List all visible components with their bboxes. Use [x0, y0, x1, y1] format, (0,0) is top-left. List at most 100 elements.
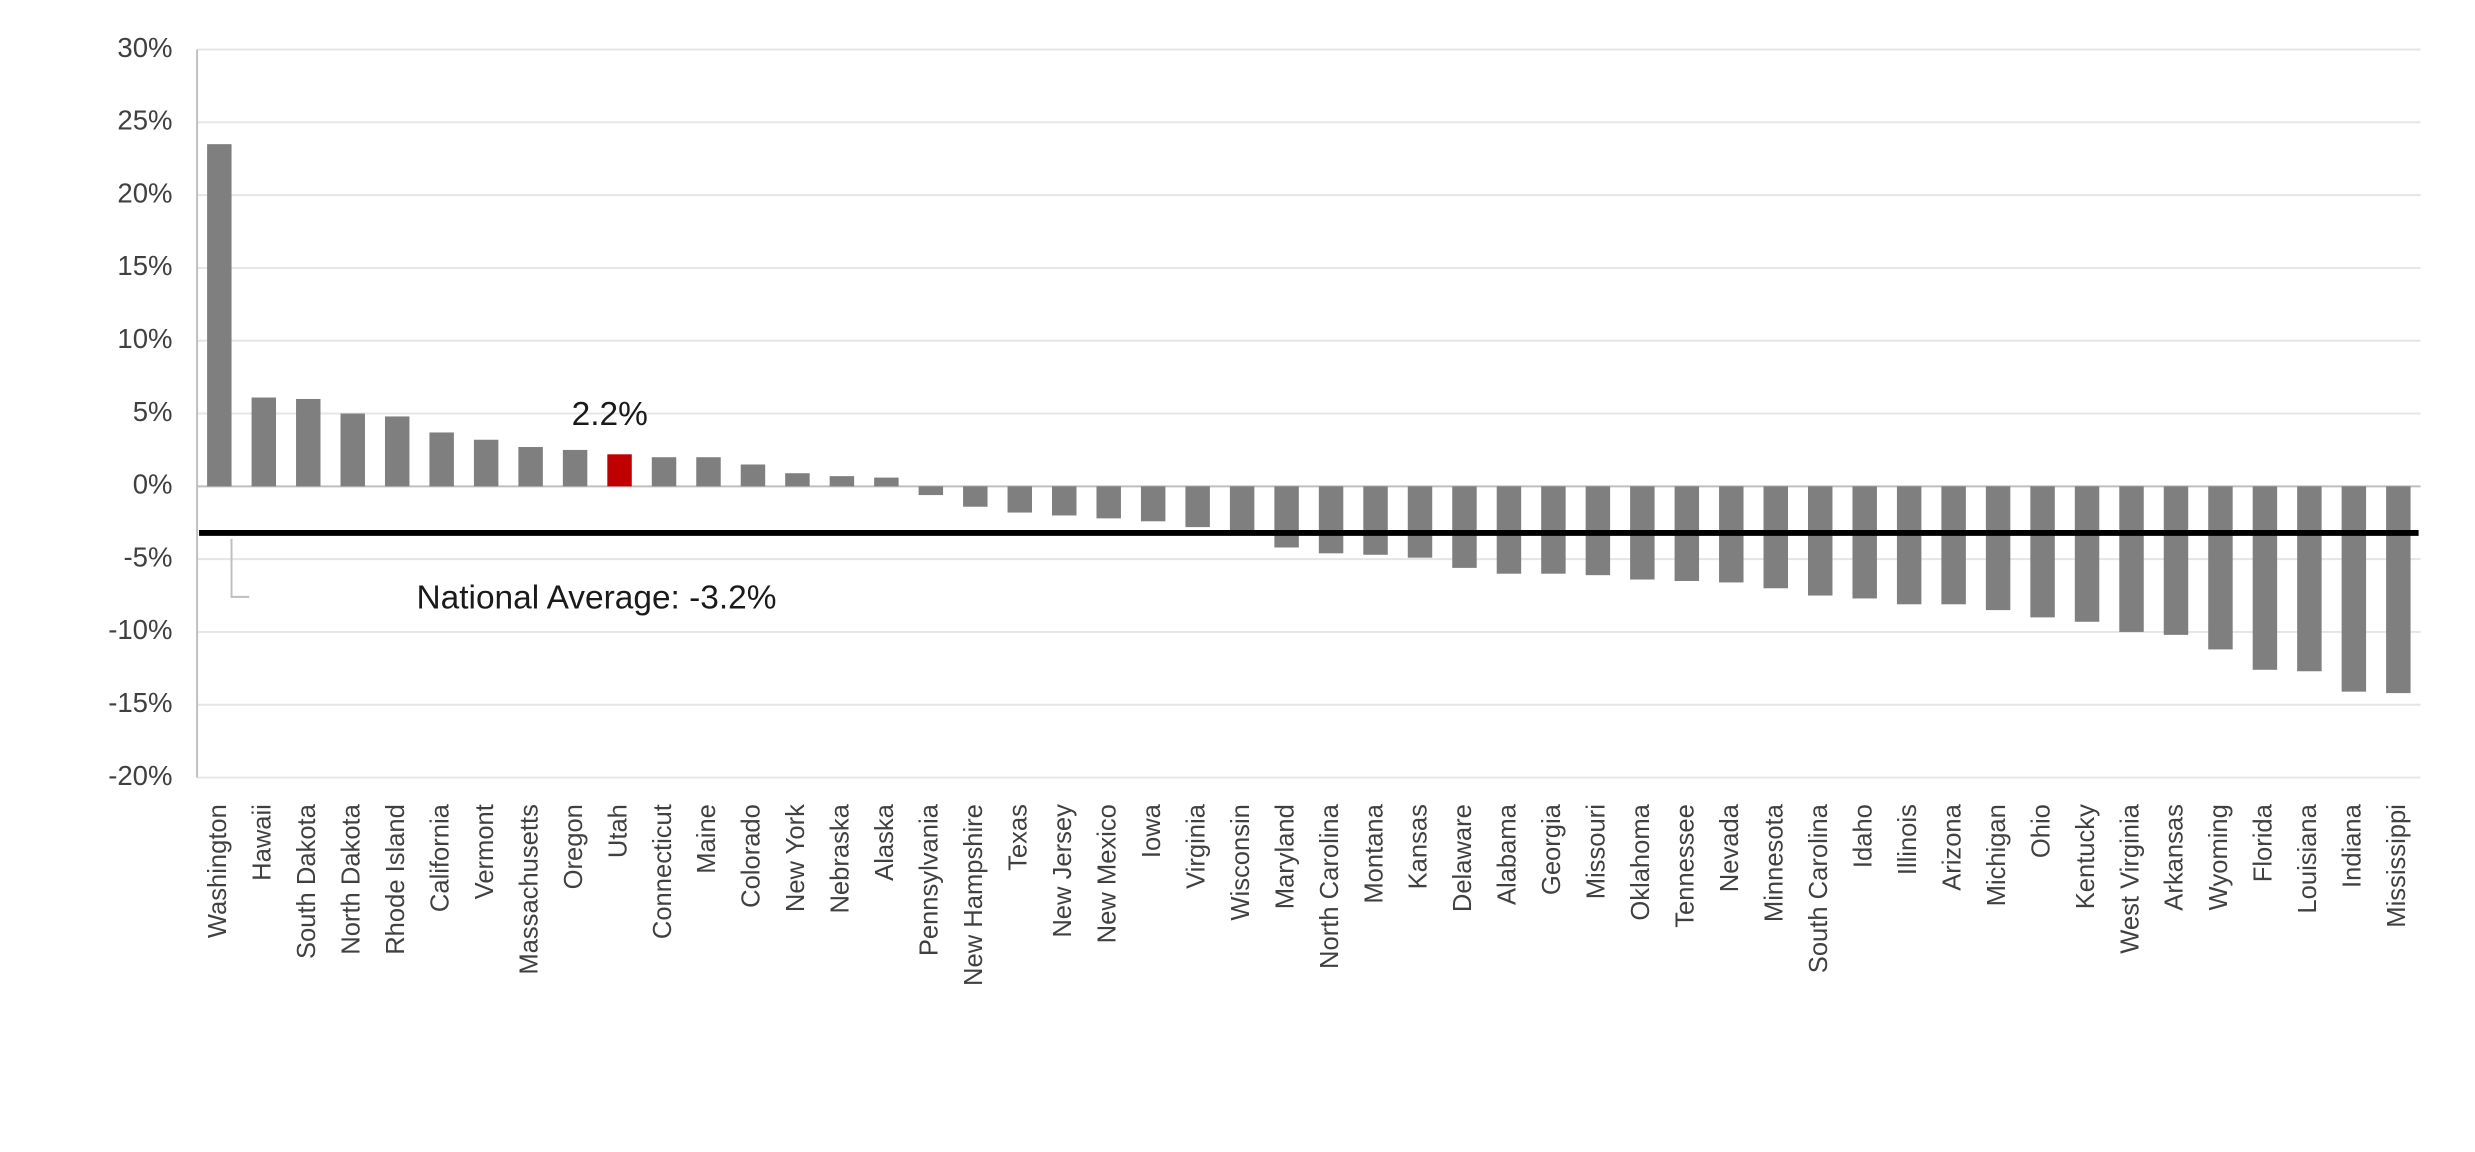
bar-new-hampshire [963, 486, 987, 506]
x-tick-label: Pennsylvania [916, 803, 944, 956]
x-tick-label: Georgia [1538, 803, 1566, 895]
x-tick-label: Nevada [1716, 803, 1744, 892]
x-tick-label: Alaska [871, 803, 899, 881]
y-tick-label: 20% [117, 177, 172, 208]
bar-texas [1008, 486, 1032, 512]
y-tick-label: -15% [108, 687, 172, 718]
bar-vermont [474, 440, 498, 487]
x-tick-label: West Virginia [2116, 803, 2144, 953]
x-tick-label: Kentucky [2072, 804, 2100, 909]
x-tick-label: Minnesota [1761, 803, 1789, 922]
x-tick-label: Hawaii [249, 804, 277, 881]
bar-utah [607, 454, 631, 486]
x-tick-label: Indiana [2339, 803, 2367, 888]
x-tick-label: Kansas [1405, 804, 1433, 889]
bar-mississippi [2386, 486, 2410, 693]
x-tick-label: Idaho [1849, 804, 1877, 868]
x-tick-label: Utah [604, 804, 632, 858]
x-tick-label: California [426, 803, 454, 912]
x-tick-label: Oregon [560, 804, 588, 889]
x-tick-label: Florida [2250, 803, 2278, 882]
x-tick-label: Mississippi [2383, 804, 2411, 928]
bar-oregon [563, 450, 587, 486]
bar-virginia [1185, 486, 1209, 527]
x-tick-label: Missouri [1583, 804, 1611, 899]
bar-massachusetts [518, 447, 542, 486]
x-tick-label: Michigan [1983, 804, 2011, 906]
national-average-label: National Average: -3.2% [416, 580, 776, 617]
bar-indiana [2342, 486, 2366, 691]
x-tick-label: Massachusetts [515, 804, 543, 975]
bar-alaska [874, 478, 898, 487]
x-tick-label: Oklahoma [1627, 803, 1655, 920]
y-tick-label: 25% [117, 105, 172, 136]
x-tick-label: New Hampshire [960, 804, 988, 986]
y-tick-label: 0% [133, 469, 173, 500]
x-tick-label: Rhode Island [382, 804, 410, 955]
bar-new-jersey [1052, 486, 1076, 515]
y-tick-label: 10% [117, 323, 172, 354]
x-tick-label: Wyoming [2205, 804, 2233, 910]
bar-arkansas [2164, 486, 2188, 635]
bar-maryland [1274, 486, 1298, 547]
x-tick-label: Arizona [1938, 803, 1966, 890]
x-tick-label: Iowa [1138, 803, 1166, 858]
chart-container: -20% -15% -10% -5% 0% 5% 10% 15% 20% 25% 30% Washin… [20, 20, 2455, 1132]
x-tick-label: Connecticut [649, 804, 677, 939]
bar-chart: -20% -15% -10% -5% 0% 5% 10% 15% 20% 25% 30% Washin… [20, 20, 2455, 1132]
bar-delaware [1452, 486, 1476, 568]
bar-connecticut [652, 457, 676, 486]
bar-wisconsin [1230, 486, 1254, 533]
bar-california [429, 432, 453, 486]
bar-illinois [1897, 486, 1921, 604]
bar-arizona [1941, 486, 1965, 604]
x-tick-label: Tennessee [1672, 804, 1700, 928]
x-tick-label: New Mexico [1093, 804, 1121, 943]
bar-montana [1363, 486, 1387, 554]
x-tick-label: Alabama [1494, 803, 1522, 905]
bar-kansas [1408, 486, 1432, 557]
x-tick-label: Wisconsin [1227, 804, 1255, 920]
x-tick-label: North Dakota [337, 803, 365, 954]
bar-wyoming [2208, 486, 2232, 649]
y-tick-label: 5% [133, 396, 173, 427]
x-tick-label: New Jersey [1049, 804, 1077, 938]
highlight-value-label: 2.2% [572, 396, 648, 433]
bar-south-dakota [296, 399, 320, 486]
bar-pennsylvania [919, 486, 943, 495]
x-tick-label: Delaware [1449, 804, 1477, 912]
bar-maine [696, 457, 720, 486]
bar-nebraska [830, 476, 854, 486]
y-tick-label: -10% [108, 614, 172, 645]
x-tick-label: South Dakota [293, 803, 321, 959]
x-tick-label: Texas [1005, 804, 1033, 871]
x-tick-label: Virginia [1182, 803, 1210, 889]
bar-louisiana [2297, 486, 2321, 671]
bar-hawaii [252, 398, 276, 487]
bar-florida [2253, 486, 2277, 669]
bar-kentucky [2075, 486, 2099, 621]
bar-idaho [1852, 486, 1876, 598]
bar-rhode-island [385, 416, 409, 486]
x-tick-label: Montana [1360, 803, 1388, 903]
bar-new-mexico [1096, 486, 1120, 518]
x-tick-label: South Carolina [1805, 803, 1833, 973]
x-tick-label: Washington [204, 804, 232, 938]
y-tick-label: 30% [117, 32, 172, 63]
x-tick-label: North Carolina [1316, 803, 1344, 969]
y-tick-label: -5% [124, 541, 173, 572]
bar-north-dakota [341, 414, 365, 487]
x-tick-label: Louisiana [2294, 803, 2322, 913]
bar-washington [207, 144, 231, 486]
bar-colorado [741, 464, 765, 486]
x-tick-label: Nebraska [827, 803, 855, 913]
x-tick-label: Illinois [1894, 804, 1922, 875]
bar-michigan [1986, 486, 2010, 610]
y-tick-label: -20% [108, 760, 172, 791]
y-tick-label: 15% [117, 250, 172, 281]
x-tick-label: Vermont [471, 804, 499, 899]
bar-new-york [785, 473, 809, 486]
x-tick-label: Maryland [1271, 804, 1299, 909]
x-tick-label: Maine [693, 804, 721, 874]
bar-minnesota [1764, 486, 1788, 588]
